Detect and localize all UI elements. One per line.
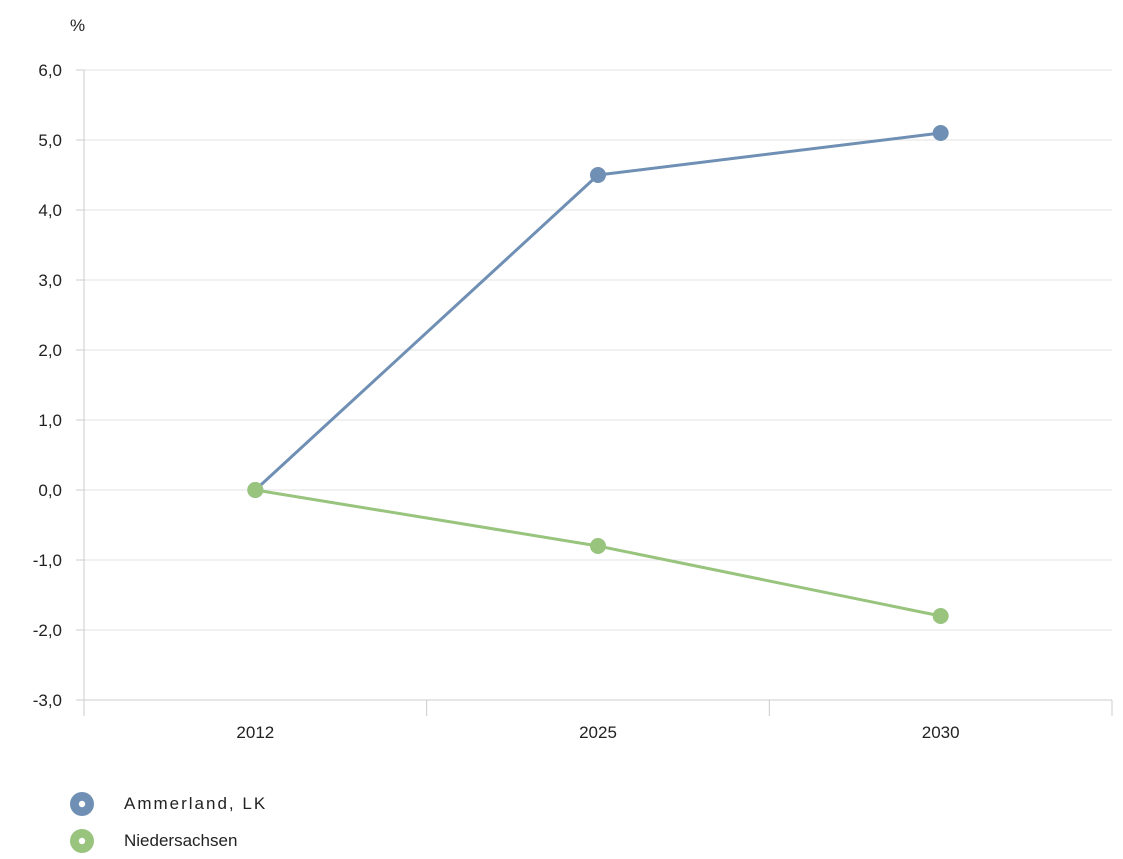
y-tick-label: 3,0 — [38, 271, 62, 290]
series-line — [254, 131, 941, 492]
y-tick-label: 6,0 — [38, 61, 62, 80]
legend-label: Ammerland, LK — [124, 793, 268, 813]
data-point[interactable] — [932, 125, 949, 141]
series-lines — [247, 125, 949, 624]
series-ammerland — [247, 125, 949, 498]
legend-label: Niedersachsen — [124, 830, 238, 850]
y-tick-label: 2,0 — [38, 341, 62, 360]
y-axis-tick-labels: 6,0 5,0 4,0 3,0 2,0 1,0 0,0 -1,0 -2,0 -3,0 — [33, 61, 62, 710]
data-point[interactable] — [247, 482, 264, 498]
y-tick-label: -1,0 — [33, 551, 62, 570]
y-tick-label: 4,0 — [38, 201, 62, 220]
y-tick-label: 0,0 — [38, 481, 62, 500]
legend-item-niedersachsen[interactable]: Niedersachsen — [68, 822, 267, 859]
y-tick-label: 5,0 — [38, 131, 62, 150]
y-axis-unit-label: % — [70, 16, 85, 35]
x-tick-label: 2030 — [922, 723, 960, 742]
data-point[interactable] — [590, 167, 606, 183]
x-tick-label: 2025 — [579, 723, 617, 742]
y-tick-label: -2,0 — [33, 621, 62, 640]
axes — [76, 69, 1113, 716]
circle-marker-icon — [70, 791, 94, 816]
y-tick-label: 1,0 — [38, 411, 62, 430]
circle-marker-icon — [70, 828, 94, 853]
x-tick-label: 2012 — [236, 723, 274, 742]
data-point[interactable] — [932, 608, 949, 624]
data-point[interactable] — [590, 538, 606, 554]
legend-item-ammerland[interactable]: Ammerland, LK — [68, 785, 267, 822]
y-tick-label: -3,0 — [33, 691, 62, 710]
x-axis-tick-labels: 2012 2025 2030 — [236, 723, 959, 742]
series-niedersachsen — [247, 482, 949, 624]
legend: Ammerland, LK Niedersachsen — [68, 785, 267, 859]
